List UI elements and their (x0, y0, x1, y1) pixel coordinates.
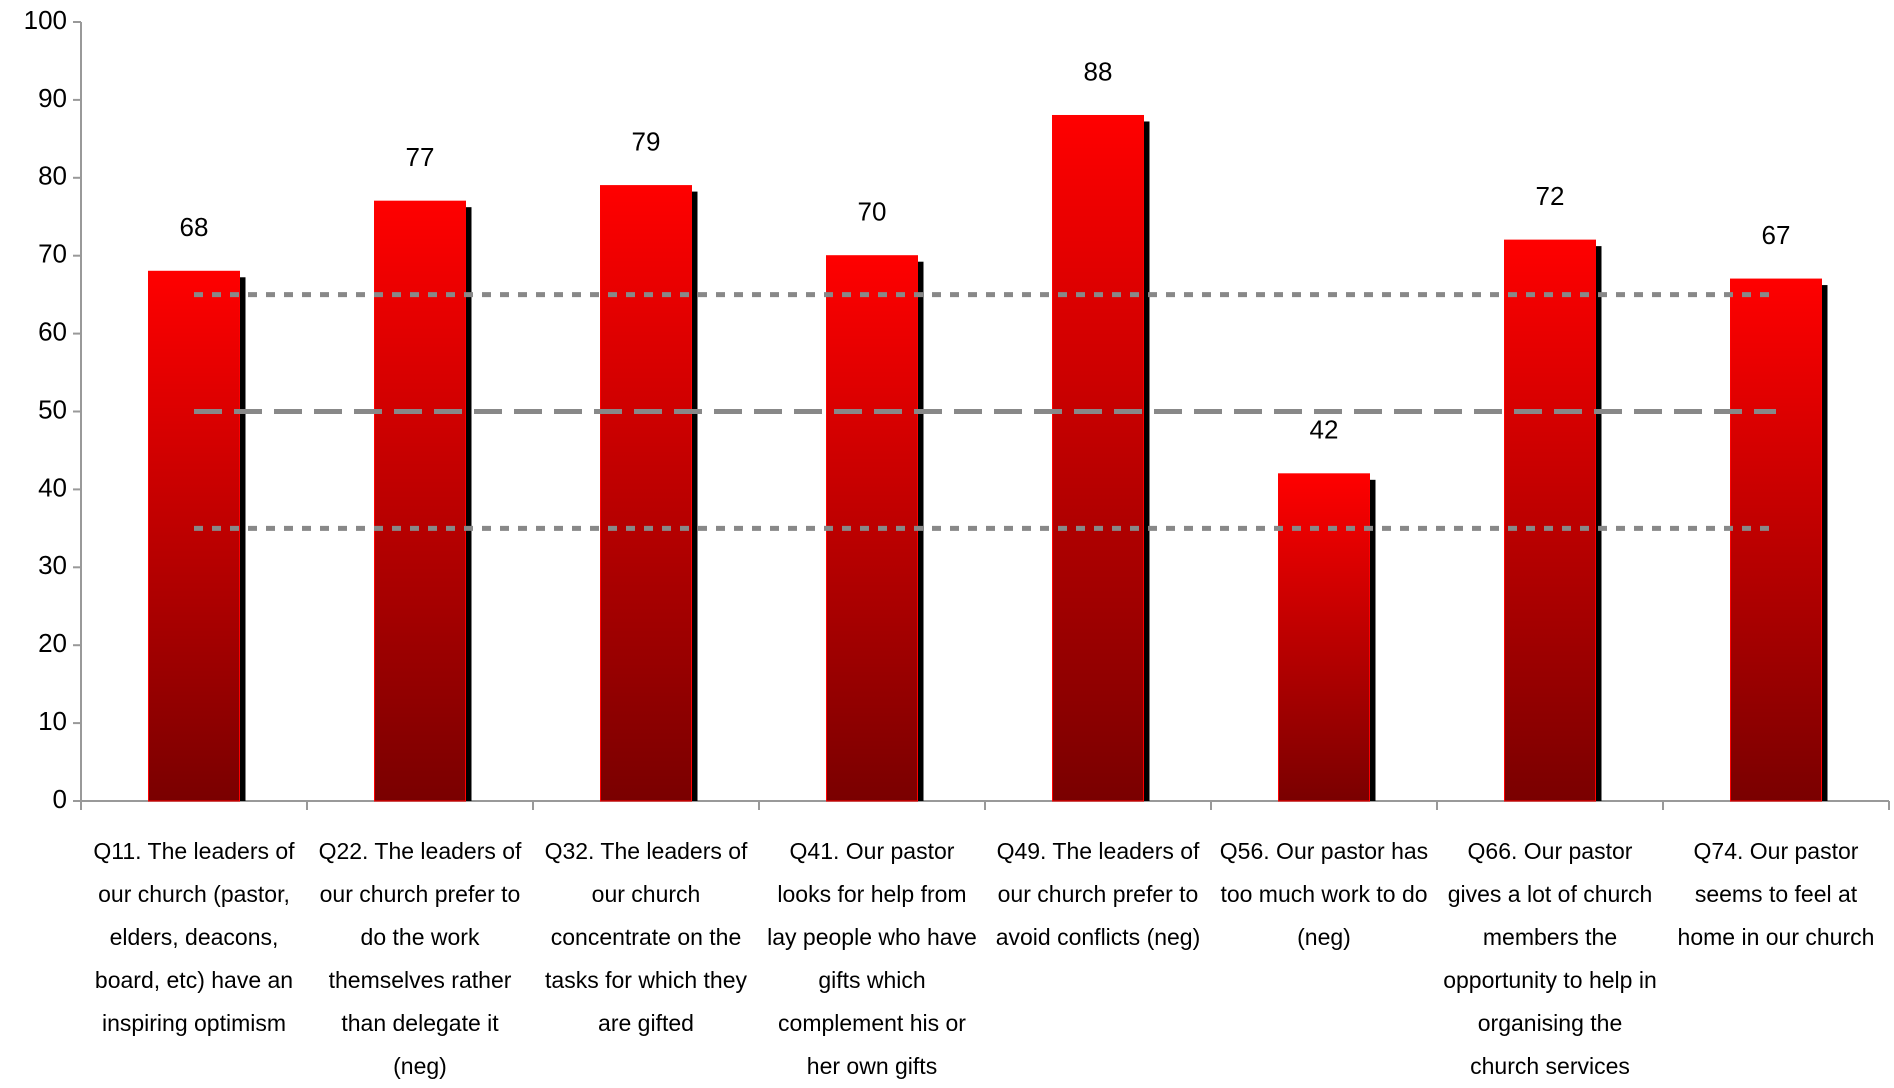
y-tick-label: 50 (38, 394, 67, 424)
x-tick-label: Q49. The leaders of our church prefer to… (995, 838, 1201, 950)
value-label: 42 (1310, 415, 1339, 445)
x-tick-label: Q41. Our pastor looks for help from lay … (767, 838, 977, 1079)
value-label: 77 (406, 142, 435, 172)
x-tick-label: Q56. Our pastor has too much work to do … (1219, 838, 1429, 950)
x-tick-label: Q11. The leaders of our church (pastor, … (93, 838, 295, 1036)
y-tick-label: 0 (53, 784, 67, 814)
bar (1278, 473, 1370, 802)
value-label: 68 (180, 212, 209, 242)
x-tick-label: Q22. The leaders of our church prefer to… (318, 838, 522, 1079)
y-tick-label: 10 (38, 706, 67, 736)
y-tick-label: 90 (38, 83, 67, 113)
bar (1730, 278, 1822, 802)
y-tick-label: 60 (38, 316, 67, 346)
y-tick-label: 20 (38, 628, 67, 658)
bar (1052, 114, 1144, 802)
value-label: 70 (858, 197, 887, 227)
y-tick-label: 70 (38, 239, 67, 269)
y-tick-label: 40 (38, 472, 67, 502)
y-tick-label: 100 (24, 5, 67, 35)
value-label: 79 (632, 126, 661, 156)
bar (600, 185, 692, 802)
y-tick-label: 30 (38, 550, 67, 580)
bar (1504, 239, 1596, 802)
x-tick-label: Q74. Our pastor seems to feel at home in… (1677, 838, 1875, 950)
x-tick-label: Q66. Our pastor gives a lot of church me… (1443, 838, 1657, 1079)
value-label: 88 (1084, 56, 1113, 86)
x-tick-label: Q32. The leaders of our church concentra… (544, 838, 748, 1036)
value-label: 72 (1536, 181, 1565, 211)
y-tick-label: 80 (38, 161, 67, 191)
bar (148, 270, 240, 802)
bar (374, 200, 466, 802)
value-label: 67 (1762, 220, 1791, 250)
